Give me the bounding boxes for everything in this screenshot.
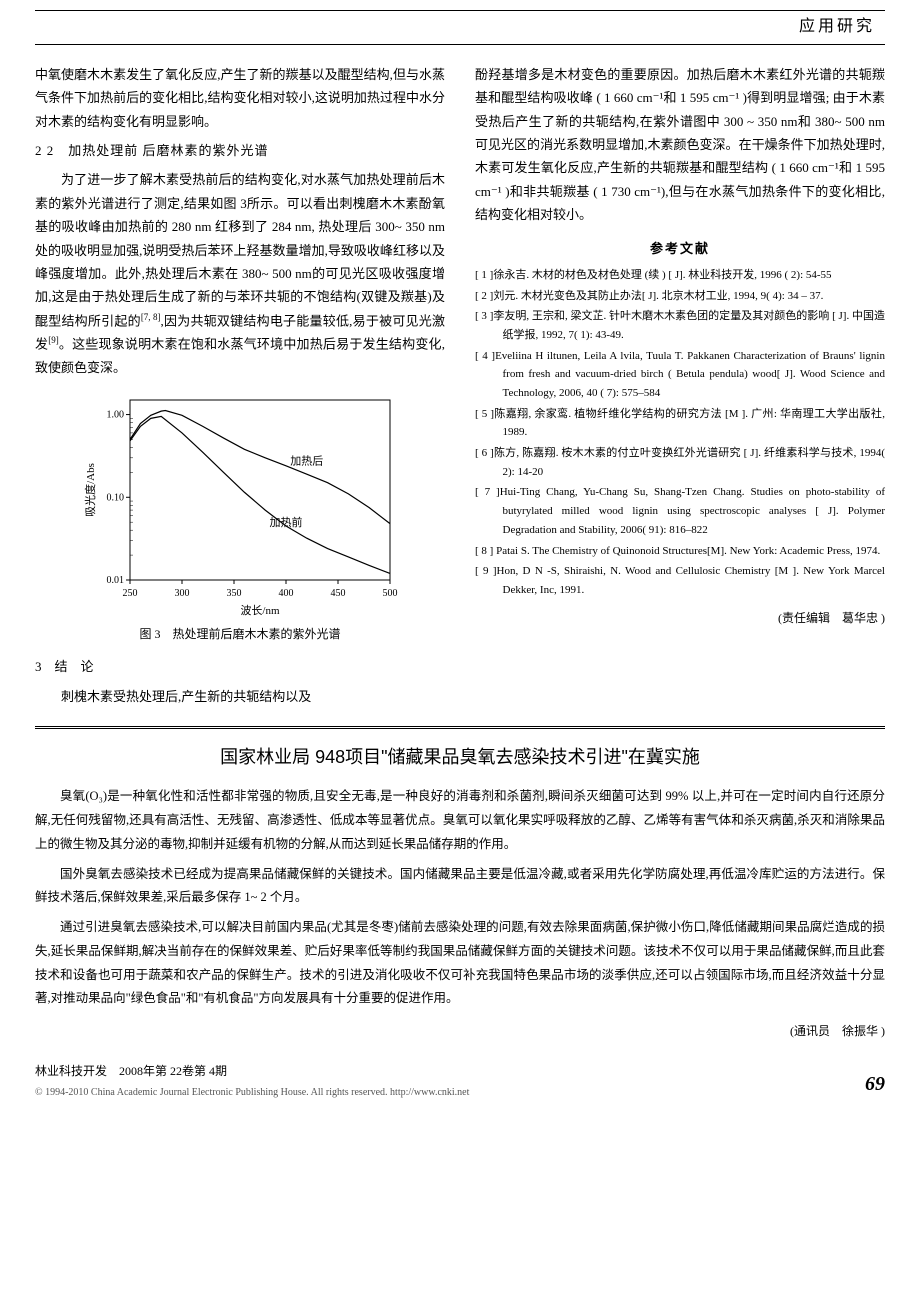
page-footer: 林业科技开发 2008年第 22卷第 4期 © 1994-2010 China … — [35, 1061, 885, 1103]
article-p3: 通过引进臭氧去感染技术,可以解决目前国内果品(尤其是冬枣)储前去感染处理的问题,… — [35, 916, 885, 1011]
uv-spectrum-chart: 250 300 350 400 450 500 0.01 0.10 1.00 波长/nm 吸光度/A… — [80, 390, 400, 620]
page-number: 69 — [865, 1066, 885, 1102]
reference-item: [ 2 ]刘元. 木材光变色及其防止办法[ J]. 北京木材工业, 1994, … — [475, 287, 885, 306]
svg-text:400: 400 — [279, 588, 294, 599]
svg-text:0.10: 0.10 — [107, 492, 125, 503]
editor-note: (责任编辑 葛华忠 ) — [475, 608, 885, 630]
ref-sup-9: [9] — [48, 335, 59, 345]
figure-3: 250 300 350 400 450 500 0.01 0.10 1.00 波长/nm 吸光度/A… — [80, 390, 400, 646]
ref-sup-78: [7, 8] — [141, 312, 161, 322]
right-p1: 酚羟基增多是木材变色的重要原因。加热后磨木木素红外光谱的共轭羰基和醌型结构吸收峰… — [475, 63, 885, 227]
svg-text:1.00: 1.00 — [107, 409, 125, 420]
subsection-2-2: 2 2 加热处理前 后磨林素的紫外光谱 — [35, 139, 445, 162]
reference-item: [ 4 ]Eveliina H iltunen, Leila A lvila, … — [475, 347, 885, 403]
footer-copyright: © 1994-2010 China Academic Journal Elect… — [35, 1084, 469, 1102]
correspondent: (通讯员 徐振华 ) — [35, 1021, 885, 1043]
article-title: 国家林业局 948项目"储藏果品臭氧去感染技术引进"在冀实施 — [35, 741, 885, 773]
reference-item: [ 3 ]李友明, 王宗和, 梁文芷. 针叶木磨木木素色团的定量及其对颜色的影响… — [475, 307, 885, 344]
svg-text:250: 250 — [123, 588, 138, 599]
p2-part-c: 。这些现象说明木素在饱和水蒸气环境中加热后易于发生结构变化,致使颜色变深。 — [35, 337, 445, 375]
left-p1: 中氧使磨木木素发生了氧化反应,产生了新的羰基以及醌型结构,但与水蒸气条件下加热前… — [35, 63, 445, 133]
svg-text:450: 450 — [331, 588, 346, 599]
svg-text:加热前: 加热前 — [270, 514, 303, 528]
left-p3: 刺槐木素受热处理后,产生新的共轭结构以及 — [35, 685, 445, 708]
left-column: 中氧使磨木木素发生了氧化反应,产生了新的羰基以及醌型结构,但与水蒸气条件下加热前… — [35, 63, 445, 708]
main-columns: 中氧使磨木木素发生了氧化反应,产生了新的羰基以及醌型结构,但与水蒸气条件下加热前… — [35, 63, 885, 708]
footer-journal: 林业科技开发 2008年第 22卷第 4期 — [35, 1061, 469, 1083]
references-list: [ 1 ]徐永吉. 木材的材色及材色处理 (续 ) [ J]. 林业科技开发, … — [475, 266, 885, 600]
references-title: 参考文献 — [475, 237, 885, 260]
reference-item: [ 6 ]陈方, 陈嘉翔. 桉木木素的付立叶变换红外光谱研究 [ J]. 纤维素… — [475, 444, 885, 481]
reference-item: [ 1 ]徐永吉. 木材的材色及材色处理 (续 ) [ J]. 林业科技开发, … — [475, 266, 885, 285]
left-p2: 为了进一步了解木素受热前后的结构变化,对水蒸气加热处理前后木素的紫外光谱进行了测… — [35, 168, 445, 379]
reference-item: [ 7 ]Hui-Ting Chang, Yu-Chang Su, Shang-… — [475, 483, 885, 539]
reference-item: [ 5 ]陈嘉翔, 余家鸾. 植物纤维化学结构的研究方法 [M ]. 广州: 华… — [475, 405, 885, 442]
svg-text:0.01: 0.01 — [107, 575, 125, 586]
figure-3-caption: 图 3 热处理前后磨木木素的紫外光谱 — [80, 624, 400, 646]
svg-text:300: 300 — [175, 588, 190, 599]
article-p2: 国外臭氧去感染技术已经成为提高果品储藏保鲜的关键技术。国内储藏果品主要是低温冷藏… — [35, 863, 885, 911]
reference-item: [ 8 ] Patai S. The Chemistry of Quinonoi… — [475, 542, 885, 561]
section-header: 应用研究 — [35, 13, 885, 42]
right-column: 酚羟基增多是木材变色的重要原因。加热后磨木木素红外光谱的共轭羰基和醌型结构吸收峰… — [475, 63, 885, 708]
svg-text:加热后: 加热后 — [290, 454, 323, 467]
article-p1: 臭氧(O₃)是一种氧化性和活性都非常强的物质,且安全无毒,是一种良好的消毒剂和杀… — [35, 785, 885, 856]
svg-text:500: 500 — [383, 588, 398, 599]
section-3: 3 结 论 — [35, 655, 445, 678]
svg-text:350: 350 — [227, 588, 242, 599]
p2-part-a: 为了进一步了解木素受热前后的结构变化,对水蒸气加热处理前后木素的紫外光谱进行了测… — [35, 172, 445, 328]
svg-text:吸光度/Abs: 吸光度/Abs — [83, 463, 97, 517]
reference-item: [ 9 ]Hon, D N -S, Shiraishi, N. Wood and… — [475, 562, 885, 599]
svg-text:波长/nm: 波长/nm — [240, 604, 280, 617]
